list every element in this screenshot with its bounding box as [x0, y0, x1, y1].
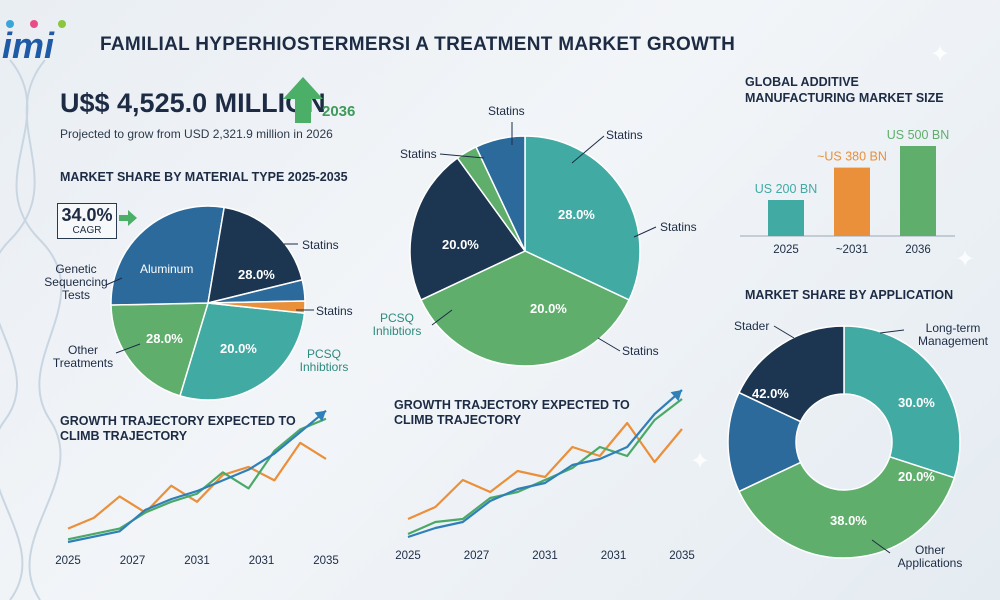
long-term-label: Long-term Management: [917, 321, 989, 348]
growth-center-title-line2: CLIMB TRAJECTORY: [394, 413, 522, 427]
growth-left-title-line1: GROWTH TRAJECTORY EXPECTED TO: [60, 414, 296, 428]
cagr-label: CAGR: [72, 225, 102, 236]
x-tick-label: 2035: [669, 550, 695, 562]
bar-value-label: US 500 BN: [887, 128, 950, 142]
bar-value-label: ~US 380 BN: [817, 150, 887, 164]
pie-slice-3: [738, 325, 845, 423]
series-line-2: [67, 409, 327, 544]
x-tick-label: 2027: [464, 550, 490, 562]
center-pie-chart: [409, 135, 641, 367]
page-title: FAMILIAL HYPERHIOSTERMERSI A TREATMENT M…: [100, 34, 736, 55]
pie-slice-5: [207, 300, 306, 314]
navy-percent: 42.0%: [752, 386, 789, 401]
genetic-tests-label: Genetic Sequencing Tests: [44, 262, 108, 302]
bar-category-label: ~2031: [836, 244, 868, 256]
navy-percent: 20.0%: [442, 237, 479, 252]
x-tick-label: 2031: [184, 555, 210, 567]
statins-label: Statins: [316, 304, 353, 318]
green-percent: 20.0%: [220, 341, 257, 356]
projection-note: Projected to grow from USD 2,321.9 milli…: [60, 127, 333, 141]
green-percent: 20.0%: [530, 301, 567, 316]
additive-title-line2: MANUFACTURING MARKET SIZE: [745, 91, 944, 105]
teal-percent: 28.0%: [558, 207, 595, 222]
pie-slice-3: [207, 206, 304, 305]
bar-1: [834, 167, 870, 236]
material-pie-chart: [110, 205, 306, 401]
x-tick-label: 2025: [395, 550, 421, 562]
growth-center-title-line1: GROWTH TRAJECTORY EXPECTED TO: [394, 398, 630, 412]
x-tick-label: 2031: [249, 555, 275, 567]
statins-label: Statins: [302, 238, 339, 252]
series-line-1: [67, 417, 327, 541]
growth-left-title-line2: CLIMB TRAJECTORY: [60, 429, 188, 443]
bar-category-label: 2025: [773, 244, 799, 256]
cagr-value: 34.0%: [61, 205, 113, 225]
material-leader-lines: [105, 243, 314, 354]
pcsq-label: PCSQ Inhibtiors: [299, 347, 349, 374]
x-tick-label: 2031: [601, 550, 627, 562]
x-tick-label: 2025: [55, 555, 81, 567]
x-tick-label: 2035: [313, 555, 339, 567]
pie-slice-0: [179, 302, 306, 401]
statins-label: Statins: [400, 147, 437, 161]
blue-percent: 28.0%: [146, 331, 183, 346]
sparkle-icon: ✦: [930, 41, 951, 68]
cagr-badge: 34.0% CAGR: [57, 203, 117, 239]
additive-bar-chart: US 200 BN 2025 ~US 380 BN ~2031 US 500 BN 203…: [740, 128, 955, 256]
statins-label: Statins: [660, 220, 697, 234]
bar-category-label: 2036: [905, 244, 931, 256]
aluminum-label: Aluminum: [140, 262, 194, 276]
growth-arrow-icon: [283, 77, 323, 123]
trend-arrowhead-icon: [670, 390, 682, 402]
teal-percent: 30.0%: [898, 395, 935, 410]
x-tick-label: 2027: [120, 555, 146, 567]
series-line-0: [67, 441, 327, 530]
dna-helix-decoration: [0, 59, 63, 600]
brand-logo: imi: [0, 18, 78, 66]
pie-slice-4: [475, 135, 526, 252]
cagr-arrow-icon: [119, 210, 137, 226]
teal-percent: 28.0%: [238, 267, 275, 282]
sparkle-icon: ✦: [690, 448, 711, 475]
statins-label: Statins: [622, 344, 659, 358]
stader-label: Stader: [734, 319, 770, 333]
application-title: MARKET SHARE BY APPLICATION: [745, 288, 954, 302]
statins-label: Statins: [606, 128, 643, 142]
sparkle-icon: ✦: [955, 246, 976, 273]
additive-title-line1: GLOBAL ADDITIVE: [745, 75, 859, 89]
bar-value-label: US 200 BN: [755, 182, 818, 196]
pie-slice-0: [843, 325, 961, 479]
pie-slice-1: [738, 455, 956, 559]
pie-slice-2: [409, 156, 527, 301]
trend-arrowhead-icon: [314, 410, 326, 422]
statins-label: Statins: [488, 104, 525, 118]
series-line-1: [407, 398, 683, 536]
target-year: 2036: [322, 103, 356, 120]
material-share-title: MARKET SHARE BY MATERIAL TYPE 2025-2035: [60, 170, 348, 184]
other-applications-label: Other Applications: [897, 543, 963, 570]
market-value: U$$ 4,525.0 MILLION: [60, 88, 326, 118]
logo-text: imi: [2, 25, 55, 66]
pie-slice-1: [110, 302, 210, 397]
green-percent: 38.0%: [830, 513, 867, 528]
green-small-percent: 20.0%: [898, 469, 935, 484]
other-treatments-label: Other Treatments: [52, 343, 114, 370]
application-donut-chart: [727, 325, 961, 559]
series-line-2: [407, 389, 683, 539]
growth-left-line-chart: 2025 2027 2031 2031 2035: [55, 409, 339, 567]
pcsq-label: PCSQ Inhibtiors: [372, 311, 422, 338]
pie-slice-0: [524, 135, 641, 301]
x-tick-label: 2031: [532, 550, 558, 562]
growth-center-line-chart: 2025 2027 2031 2031 2035: [395, 389, 695, 562]
pie-slice-2: [110, 205, 226, 306]
pie-slice-1: [419, 250, 631, 367]
bar-0: [768, 200, 804, 236]
bar-2: [900, 146, 936, 236]
